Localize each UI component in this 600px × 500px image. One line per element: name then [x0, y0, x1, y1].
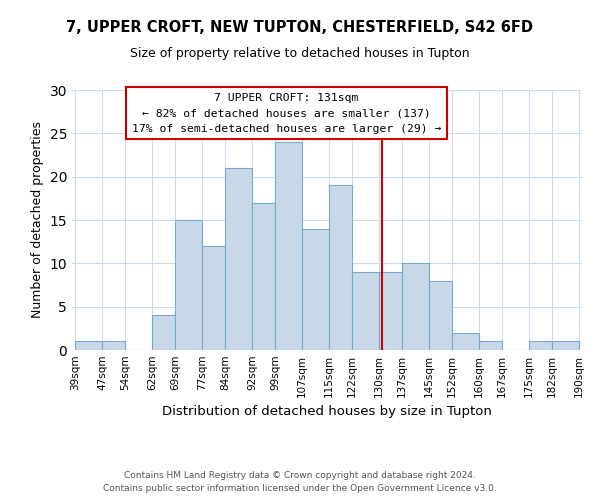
Bar	[175, 220, 202, 350]
Bar	[252, 202, 275, 350]
Bar	[479, 342, 502, 350]
Bar	[352, 272, 379, 350]
Bar	[379, 272, 402, 350]
Text: Size of property relative to detached houses in Tupton: Size of property relative to detached ho…	[130, 47, 470, 60]
Bar	[452, 332, 479, 350]
Bar	[428, 280, 452, 350]
Bar	[275, 142, 302, 350]
Bar	[152, 316, 175, 350]
X-axis label: Distribution of detached houses by size in Tupton: Distribution of detached houses by size …	[162, 406, 492, 418]
Bar	[226, 168, 252, 350]
Bar	[329, 186, 352, 350]
Text: 7 UPPER CROFT: 131sqm
← 82% of detached houses are smaller (137)
17% of semi-det: 7 UPPER CROFT: 131sqm ← 82% of detached …	[131, 92, 441, 134]
Y-axis label: Number of detached properties: Number of detached properties	[31, 122, 44, 318]
Bar	[102, 342, 125, 350]
Text: 7, UPPER CROFT, NEW TUPTON, CHESTERFIELD, S42 6FD: 7, UPPER CROFT, NEW TUPTON, CHESTERFIELD…	[67, 20, 533, 35]
Bar	[529, 342, 552, 350]
Text: Contains HM Land Registry data © Crown copyright and database right 2024.: Contains HM Land Registry data © Crown c…	[124, 470, 476, 480]
Bar	[402, 264, 428, 350]
Bar	[552, 342, 578, 350]
Bar	[302, 228, 329, 350]
Bar	[76, 342, 102, 350]
Bar	[202, 246, 226, 350]
Text: Contains public sector information licensed under the Open Government Licence v3: Contains public sector information licen…	[103, 484, 497, 493]
